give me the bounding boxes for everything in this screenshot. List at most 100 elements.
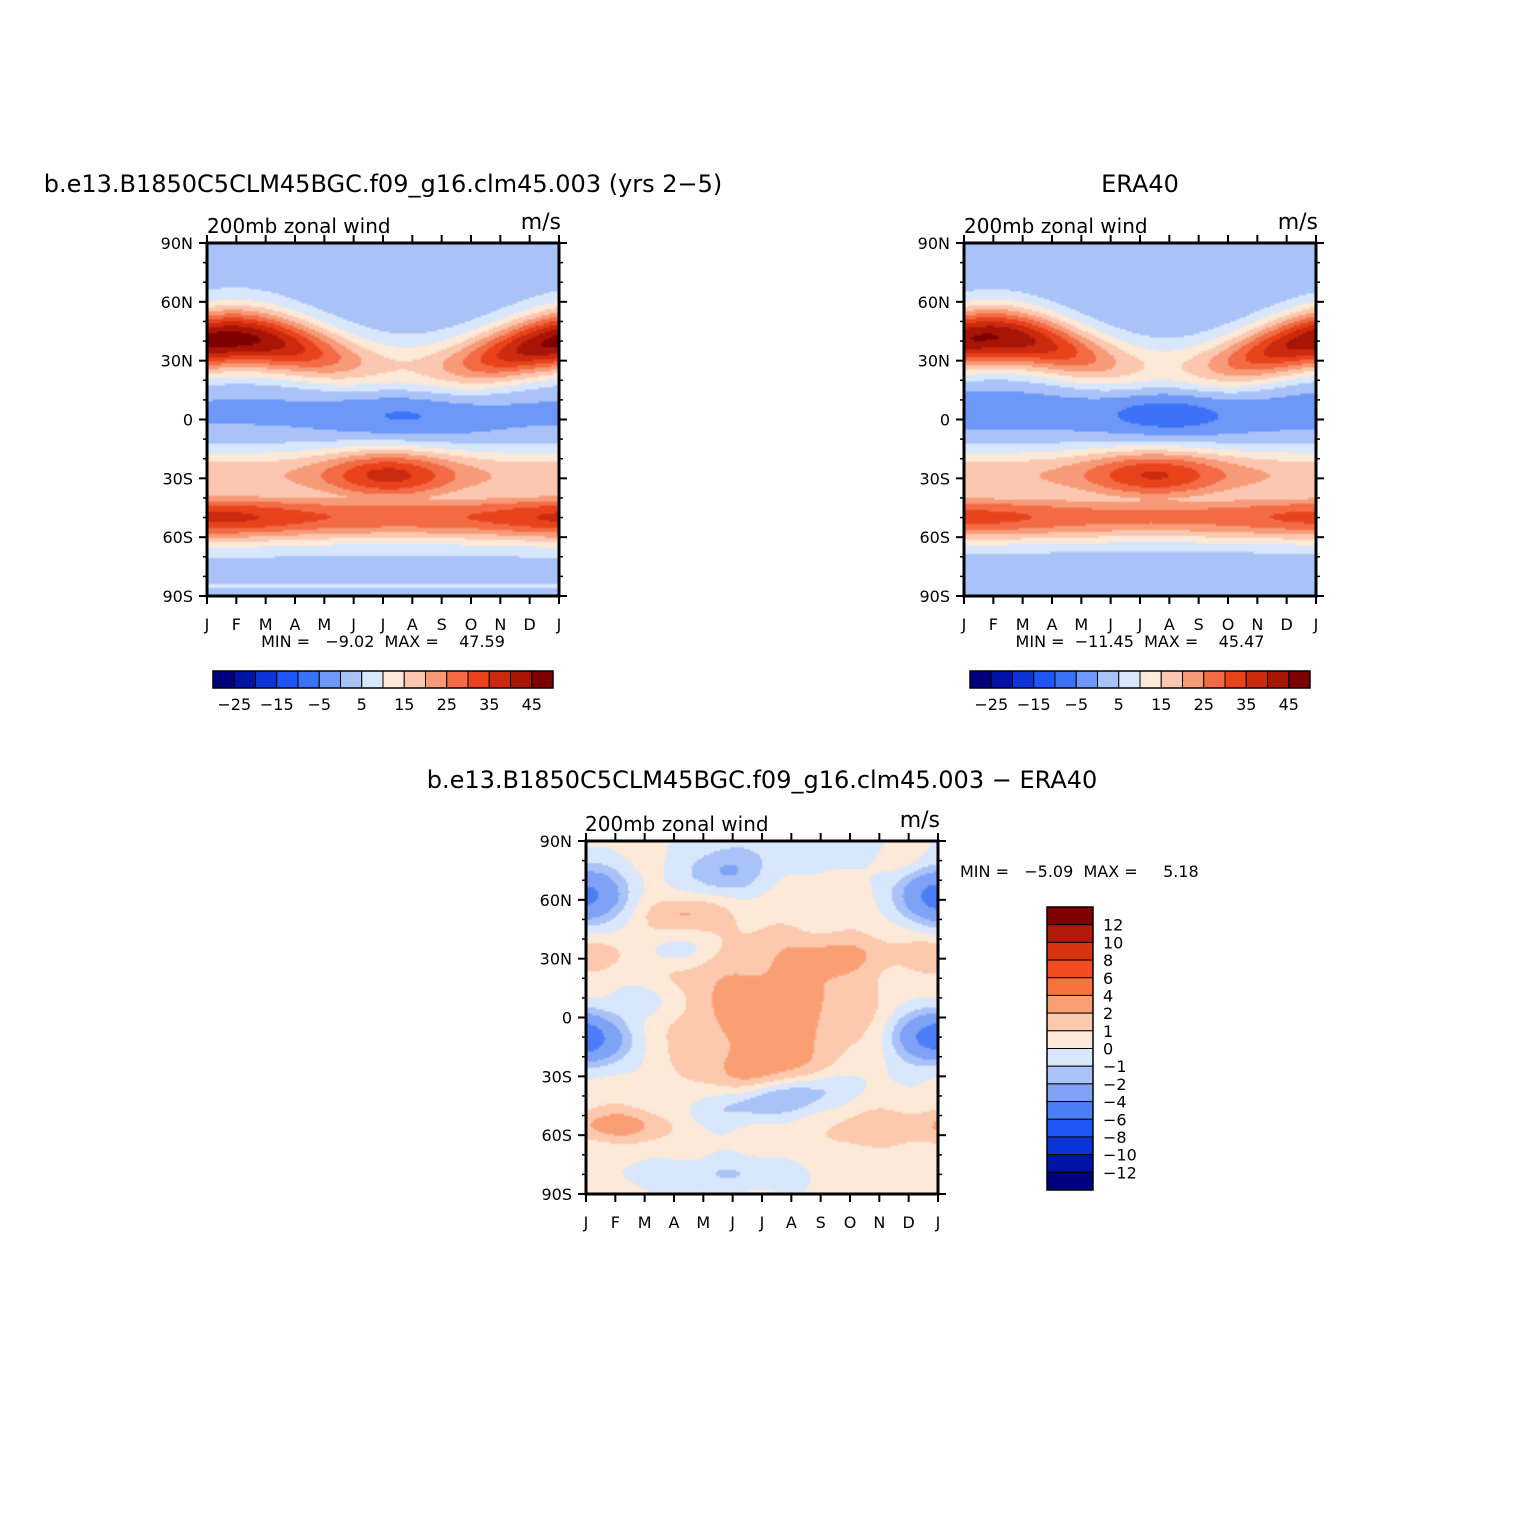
panel-model-minmax: MIN = −9.02 MAX = 47.59 (261, 632, 505, 651)
colorbar-obs-swatch (1118, 670, 1141, 689)
panel-diff-month-label: J (729, 1213, 735, 1232)
colorbar-diff-swatch (1046, 1012, 1094, 1032)
panel-model-lat-label: 0 (183, 411, 193, 430)
colorbar-diff-swatch (1046, 1154, 1094, 1173)
colorbar-obs-swatch (1267, 670, 1290, 689)
colorbar-model-swatch (233, 670, 256, 689)
panel-obs-month-label: S (1194, 615, 1204, 634)
panel-obs-lat-label: 90S (919, 587, 950, 606)
colorbar-model-label: 15 (394, 695, 414, 714)
colorbar-diff-label: 0 (1103, 1040, 1113, 1059)
panel-diff-minmax: MIN = −5.09 MAX = 5.18 (960, 862, 1199, 881)
colorbar-model-swatch (446, 670, 469, 689)
panel-obs-month-label: J (1313, 615, 1319, 634)
colorbar-obs-swatch (1075, 670, 1098, 689)
panel-diff-field (586, 841, 938, 1194)
panel-model-month-label: N (494, 615, 506, 634)
panel-model-month-label: M (317, 615, 331, 634)
panel-diff-month-label: M (638, 1213, 652, 1232)
colorbar-diff-swatch (1046, 1030, 1094, 1049)
colorbar-diff-label: 12 (1103, 916, 1123, 935)
panel-obs-month-label: F (989, 615, 998, 634)
colorbar-diff-label: −6 (1103, 1110, 1127, 1129)
panel-obs-left-label: 200mb zonal wind (964, 214, 1148, 238)
colorbar-model-swatch (403, 670, 426, 689)
colorbar-obs-swatch (1097, 670, 1120, 689)
colorbar-model-label: 35 (479, 695, 499, 714)
panel-model-month-label: D (524, 615, 536, 634)
panel-diff-month-label: M (696, 1213, 710, 1232)
panel-model-field (207, 243, 559, 596)
colorbar-diff-swatch (1046, 1136, 1094, 1156)
colorbar-model-label: −5 (307, 695, 331, 714)
colorbar-obs-swatch (1245, 670, 1268, 689)
colorbar-obs-swatch (969, 670, 992, 689)
colorbar-model-swatch (425, 670, 448, 689)
panel-diff-month-label: N (873, 1213, 885, 1232)
panel-model-left-label: 200mb zonal wind (207, 214, 391, 238)
panel-model-month-label: J (556, 615, 562, 634)
colorbar-model-swatch (488, 670, 511, 689)
colorbar-model-label: −25 (217, 695, 251, 714)
panel-obs-month-label: N (1251, 615, 1263, 634)
panel-model-lat-label: 90S (162, 587, 193, 606)
colorbar-diff-label: −1 (1103, 1057, 1127, 1076)
colorbar-obs-frame (969, 670, 1311, 689)
panel-obs-month-label: J (1107, 615, 1113, 634)
colorbar-diff-label: 2 (1103, 1004, 1113, 1023)
colorbar-obs-swatch (1203, 670, 1226, 689)
colorbar-model-swatch (382, 670, 405, 689)
colorbar-diff-swatch (1046, 1171, 1094, 1191)
colorbar-model-swatch (318, 670, 341, 689)
colorbar-diff-label: 6 (1103, 969, 1113, 988)
colorbar-model-swatch (361, 670, 384, 689)
panel-model-lat-label: 90N (161, 234, 193, 253)
panel-diff-lat-label: 90S (541, 1185, 572, 1204)
panel-obs-month-label: M (1074, 615, 1088, 634)
colorbar-diff-label: −4 (1103, 1093, 1127, 1112)
panel-diff-lat-label: 30N (540, 950, 572, 969)
panel-obs-month-label: D (1281, 615, 1293, 634)
colorbar-diff-label: 8 (1103, 951, 1113, 970)
panel-model-month-label: S (437, 615, 447, 634)
panel-model-units: m/s (521, 210, 561, 235)
colorbar-obs-label: 15 (1151, 695, 1171, 714)
colorbar-diff-label: −2 (1103, 1075, 1127, 1094)
panel-diff-month-label: O (844, 1213, 857, 1232)
colorbar-model-label: 25 (437, 695, 457, 714)
panel-model-month-label: A (407, 615, 418, 634)
panel-model-title: b.e13.B1850C5CLM45BGC.f09_g16.clm45.003 … (44, 170, 723, 198)
panel-diff-month-label: A (786, 1213, 797, 1232)
panel-model-lat-label: 30S (162, 469, 193, 488)
colorbar-model-swatch (531, 670, 554, 689)
colorbar-model-swatch (510, 670, 533, 689)
colorbar-diff-swatch (1046, 924, 1094, 943)
colorbar-obs-label: 45 (1279, 695, 1299, 714)
colorbar-diff-label: 4 (1103, 986, 1113, 1005)
panel-model-month-label: J (204, 615, 210, 634)
panel-diff-title: b.e13.B1850C5CLM45BGC.f09_g16.clm45.003 … (427, 766, 1098, 794)
colorbar-model-label: 45 (522, 695, 542, 714)
colorbar-model-frame (212, 670, 554, 689)
colorbar-obs-swatch (1288, 670, 1311, 689)
colorbar-model-label: −15 (260, 695, 294, 714)
colorbar-obs-swatch (1224, 670, 1247, 689)
panel-obs-lat-label: 30S (919, 469, 950, 488)
colorbar-obs-swatch (1054, 670, 1077, 689)
panel-model-lat-label: 60N (161, 293, 193, 312)
colorbar-model-swatch (276, 670, 299, 689)
colorbar-diff-swatch (1046, 977, 1094, 996)
colorbar-obs-swatch (990, 670, 1013, 689)
panel-model-lat-label: 60S (162, 528, 193, 547)
panel-obs-minmax: MIN = −11.45 MAX = 45.47 (1016, 632, 1265, 651)
colorbar-obs-swatch (1139, 670, 1162, 689)
panel-diff-month-label: S (816, 1213, 826, 1232)
colorbar-diff-swatch (1046, 1083, 1094, 1103)
panel-model-month-label: A (290, 615, 301, 634)
colorbar-diff-label: 1 (1103, 1022, 1113, 1041)
colorbar-obs-label: −25 (974, 695, 1008, 714)
panel-obs-lat-label: 60N (918, 293, 950, 312)
panel-diff-month-label: J (759, 1213, 765, 1232)
panel-diff-lat-label: 90N (540, 832, 572, 851)
